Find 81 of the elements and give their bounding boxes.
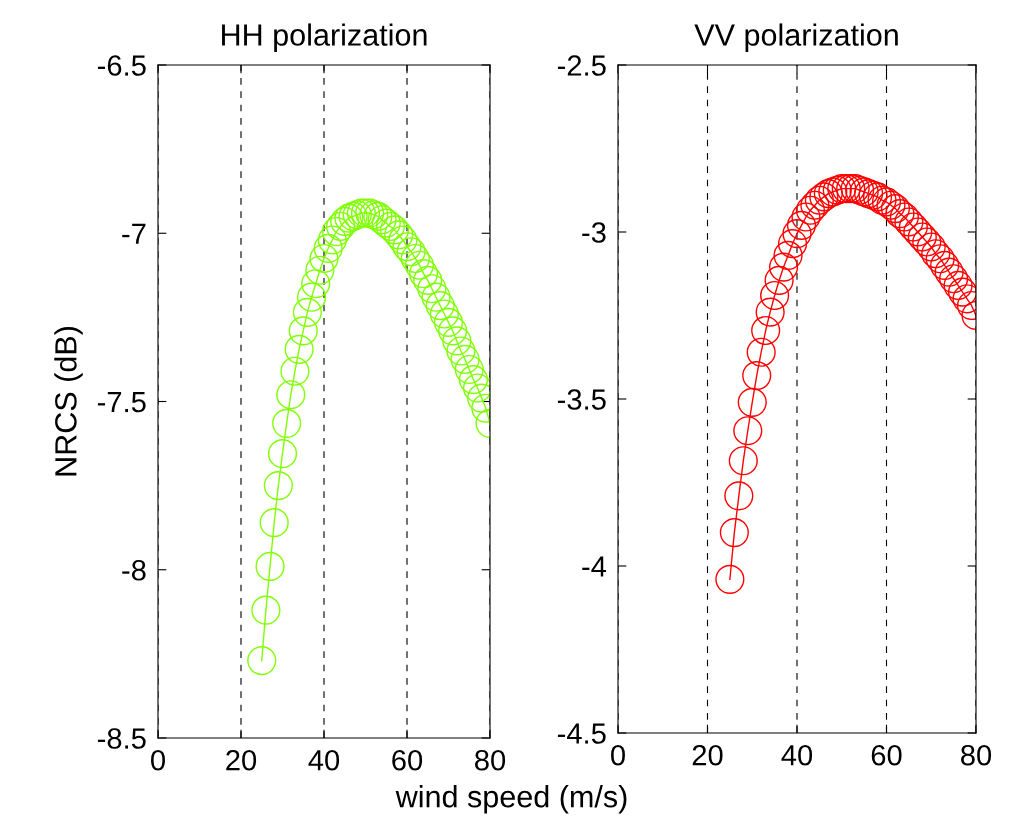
y-tick-label: -3 xyxy=(582,222,606,243)
point xyxy=(724,481,754,511)
point xyxy=(284,334,314,364)
y-tick-label: -4 xyxy=(582,556,607,577)
point xyxy=(433,307,464,338)
point xyxy=(446,336,476,366)
point xyxy=(719,518,749,548)
x-tick-label: 80 xyxy=(475,749,506,771)
point xyxy=(263,471,293,501)
point xyxy=(786,210,817,240)
point xyxy=(751,315,781,346)
point xyxy=(939,264,969,294)
x-tick-label: 20 xyxy=(692,744,723,766)
point xyxy=(247,646,277,676)
point xyxy=(255,551,285,581)
chart-title: VV polarization xyxy=(694,23,898,52)
x-tick-label: 40 xyxy=(308,749,340,771)
x-tick-label: 0 xyxy=(611,744,625,766)
point xyxy=(259,508,289,538)
y-tick-label: -7 xyxy=(122,223,146,244)
point xyxy=(400,243,430,274)
point xyxy=(313,233,343,263)
point xyxy=(737,387,767,417)
point xyxy=(280,356,310,386)
point xyxy=(417,274,447,304)
point xyxy=(272,408,302,438)
point xyxy=(760,280,790,311)
point xyxy=(276,380,306,410)
point xyxy=(309,243,339,274)
point xyxy=(251,595,281,625)
point xyxy=(317,225,347,255)
point xyxy=(413,265,443,295)
point xyxy=(296,282,327,312)
point xyxy=(715,564,745,594)
x-tick-label: 60 xyxy=(392,749,423,771)
point xyxy=(438,316,468,346)
point xyxy=(947,277,976,307)
point xyxy=(755,297,785,327)
y-tick-label: -4.5 xyxy=(557,723,606,744)
x-tick-label: 80 xyxy=(961,744,992,766)
point xyxy=(288,316,318,346)
point xyxy=(742,361,772,391)
point xyxy=(450,344,480,375)
point xyxy=(292,297,322,327)
y-axis-title: NRCS (dB) xyxy=(54,327,83,476)
x-tick-label: 20 xyxy=(226,749,257,771)
point xyxy=(782,219,812,249)
point xyxy=(930,250,960,280)
point xyxy=(768,252,799,282)
point xyxy=(301,269,331,299)
point xyxy=(728,446,758,476)
y-tick-label: -7.5 xyxy=(97,392,146,413)
y-tick-label: -2.5 xyxy=(557,55,606,76)
x-tick-label: 40 xyxy=(781,744,813,766)
point xyxy=(764,265,794,296)
point xyxy=(746,337,776,367)
point xyxy=(454,354,484,385)
point xyxy=(458,365,488,395)
point xyxy=(462,373,490,403)
y-tick-label: -6.5 xyxy=(97,55,146,76)
chart-title: HH polarization xyxy=(222,23,427,52)
point xyxy=(267,439,298,469)
y-tick-label: -8.5 xyxy=(97,728,146,749)
point xyxy=(773,240,803,270)
y-tick-label: -8 xyxy=(122,559,146,581)
point xyxy=(305,255,335,285)
x-tick-label: 60 xyxy=(871,744,902,766)
y-tick-label: -3.5 xyxy=(557,389,606,410)
point xyxy=(777,229,808,259)
point xyxy=(943,270,973,301)
point xyxy=(421,282,451,312)
point xyxy=(404,250,435,280)
point xyxy=(409,259,439,289)
x-tick-label: 0 xyxy=(151,749,165,771)
point xyxy=(934,257,964,287)
point xyxy=(425,291,455,321)
point xyxy=(429,299,459,329)
point xyxy=(733,416,763,446)
point xyxy=(791,202,821,232)
x-axis-title: wind speed (m/s) xyxy=(395,785,627,814)
point xyxy=(442,326,472,356)
